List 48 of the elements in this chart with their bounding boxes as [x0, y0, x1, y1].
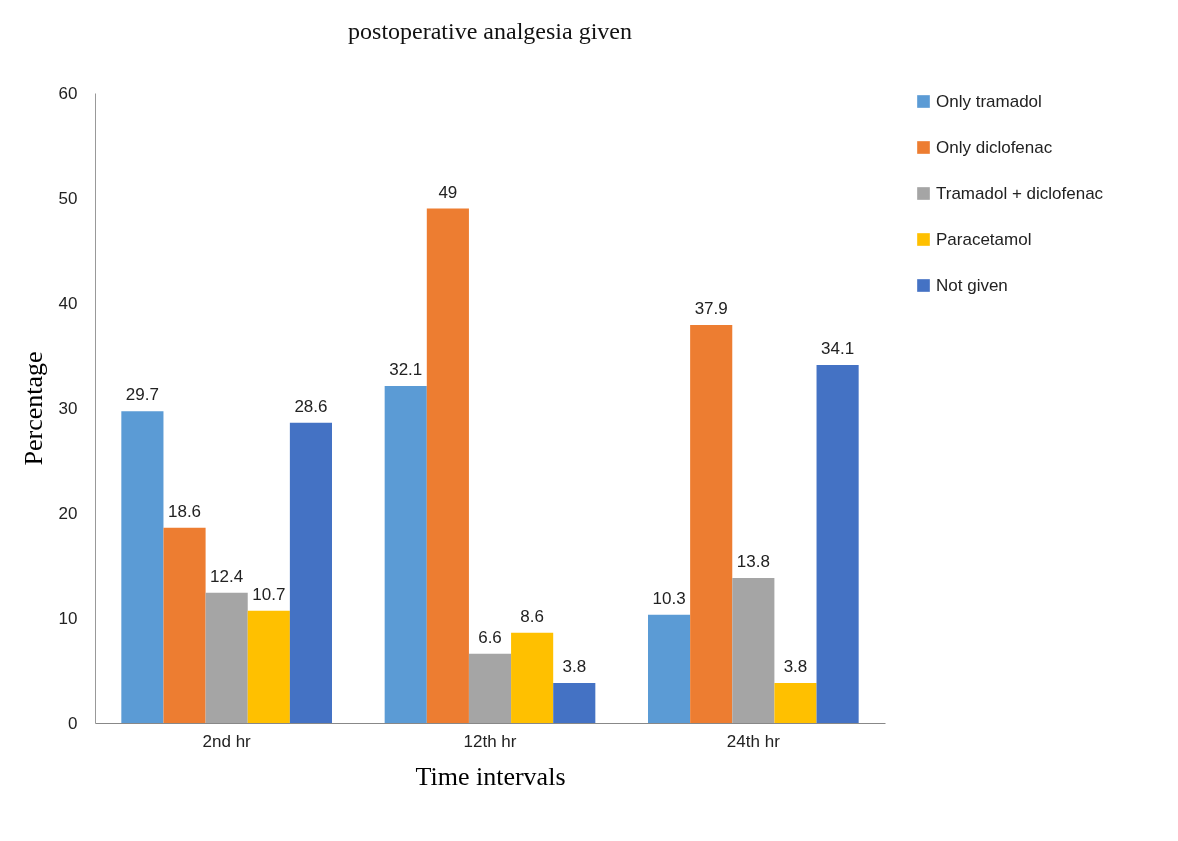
y-axis-title: Percentage — [18, 351, 48, 466]
bar — [732, 578, 775, 723]
legend-label: Only diclofenac — [936, 137, 1053, 157]
x-tick-label: 24th hr — [726, 731, 781, 751]
x-tick-label: 2nd hr — [202, 731, 252, 751]
data-label: 6.6 — [478, 627, 502, 647]
bar — [690, 325, 733, 723]
bar — [774, 683, 817, 723]
legend-label: Tramadol + diclofenac — [936, 183, 1104, 203]
bar — [816, 364, 859, 723]
x-axis-title: Time intervals — [415, 761, 566, 791]
y-tick-label: 10 — [58, 608, 78, 628]
data-label: 8.6 — [520, 606, 544, 626]
bar — [553, 683, 596, 723]
bar — [205, 592, 248, 723]
data-label: 32.1 — [389, 359, 423, 379]
y-tick-label: 30 — [58, 398, 78, 418]
bar — [289, 422, 332, 723]
data-label: 49 — [438, 182, 458, 202]
data-label: 34.1 — [821, 338, 855, 358]
data-label: 3.8 — [783, 657, 808, 677]
legend-label: Paracetamol — [936, 229, 1032, 249]
bar — [163, 527, 206, 723]
y-tick-label: 0 — [68, 713, 78, 733]
x-tick-label: 12th hr — [463, 731, 517, 751]
data-label: 12.4 — [210, 566, 244, 586]
data-label: 37.9 — [694, 299, 728, 319]
legend-label: Not given — [936, 275, 1008, 295]
data-label: 29.7 — [125, 385, 159, 405]
data-label: 10.7 — [252, 584, 286, 604]
data-label: 18.6 — [167, 501, 202, 521]
y-tick-label: 60 — [58, 83, 78, 103]
chart-title: postoperative analgesia given — [348, 18, 632, 44]
data-label: 10.3 — [652, 588, 686, 608]
y-tick-label: 40 — [58, 293, 78, 313]
bar — [121, 411, 164, 723]
bar — [468, 653, 512, 723]
bar — [426, 208, 469, 723]
bar — [384, 385, 427, 723]
bar — [648, 614, 691, 723]
y-tick-label: 50 — [58, 188, 78, 208]
data-label: 13.8 — [736, 552, 770, 572]
y-tick-label: 20 — [58, 503, 78, 523]
data-label: 28.6 — [294, 396, 328, 416]
legend-label: Only tramadol — [936, 91, 1042, 111]
bar — [247, 610, 290, 723]
data-label: 3.8 — [562, 657, 587, 677]
bar — [511, 632, 554, 723]
